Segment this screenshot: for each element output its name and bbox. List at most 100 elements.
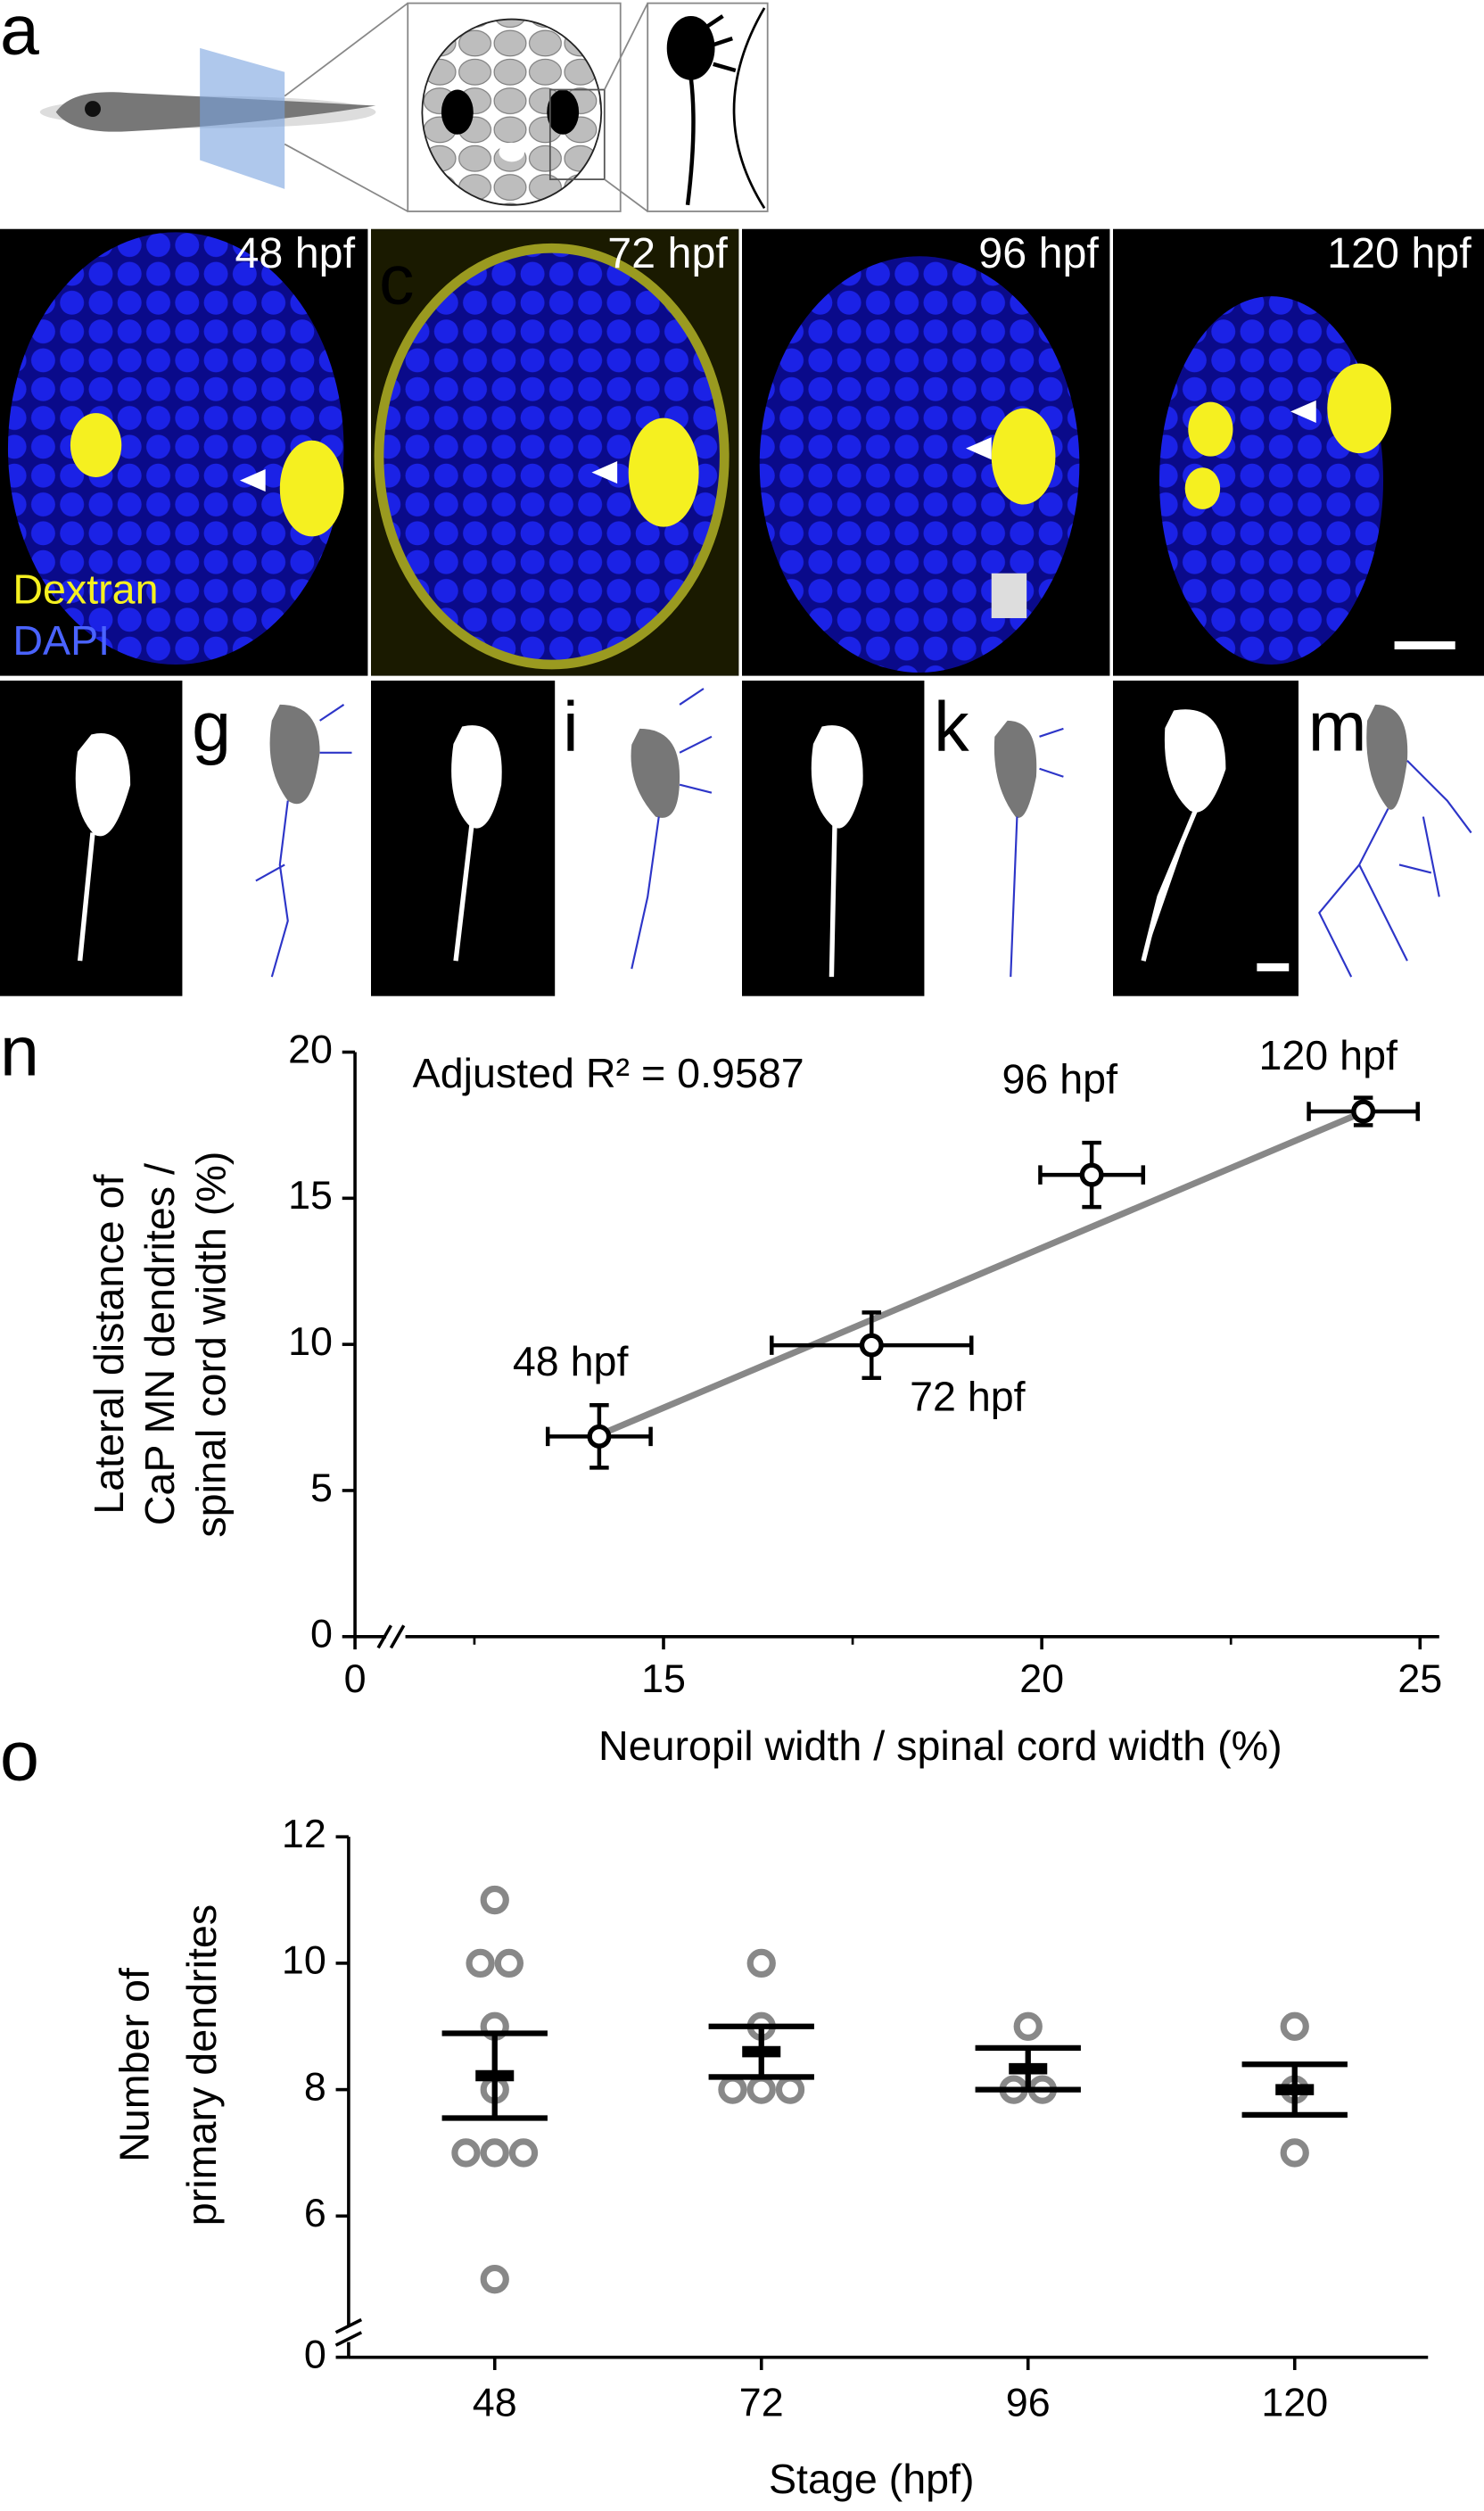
y-tick-label: 8	[304, 2063, 326, 2109]
dendrite-trace	[1010, 727, 1064, 978]
soma-trace	[993, 720, 1037, 818]
dot	[480, 2138, 509, 2168]
neurite	[685, 14, 737, 206]
stage-label: 96 hpf	[978, 229, 1099, 277]
arrowhead	[591, 461, 618, 484]
cell	[70, 413, 122, 477]
y-axis-label: primary dendrites	[178, 1904, 225, 2226]
soma-trace	[1366, 704, 1408, 810]
cord-section	[421, 18, 603, 206]
stain-label: DAPI	[12, 617, 110, 664]
schematic	[39, 2, 769, 212]
point-label: 72 hpf	[910, 1373, 1026, 1419]
point	[587, 1424, 612, 1449]
cord-edge	[732, 7, 766, 210]
dot	[1013, 2011, 1043, 2041]
sem-bar	[708, 2023, 814, 2080]
y-tick-label: 10	[288, 1318, 333, 1364]
x-axis-label: Stage (hpf)	[769, 2456, 975, 2502]
connector	[604, 178, 648, 212]
x-tick-label: 72	[739, 2379, 784, 2424]
dendrite-trace	[1318, 759, 1472, 978]
cell	[1141, 709, 1226, 962]
inset-box	[548, 88, 606, 180]
y-tick-label: 5	[310, 1465, 333, 1510]
y-axis-label: Lateral distance of	[86, 1173, 132, 1514]
y-axis-label: Number of	[111, 1967, 158, 2162]
cell	[1327, 363, 1391, 454]
y-axis-label: spinal cord width (%)	[188, 1152, 235, 1538]
soma-trace	[631, 728, 680, 818]
panel-label: l	[1119, 687, 1135, 765]
axis-break	[389, 1624, 406, 1649]
arrowhead	[966, 437, 992, 460]
y-tick-label: 10	[282, 1937, 326, 1983]
canal	[499, 142, 525, 162]
y-tick-label: 0	[304, 2331, 326, 2376]
sem-bar	[975, 2044, 1081, 2093]
connector	[284, 2, 408, 97]
fish-eye	[85, 101, 101, 118]
zoom-box	[407, 2, 622, 212]
dot	[746, 1948, 776, 1978]
panel-label: k	[934, 687, 969, 765]
sem-bar	[1241, 2061, 1348, 2119]
cell	[991, 573, 1027, 618]
point	[1351, 1099, 1376, 1124]
x-tick-label: 20	[1019, 1656, 1064, 1701]
dendrite-trace	[631, 688, 713, 970]
point-label: 96 hpf	[1002, 1055, 1118, 1102]
panel-label: m	[1308, 687, 1367, 765]
nuclei	[759, 256, 1080, 673]
x-tick-label: 0	[344, 1656, 367, 1701]
cell	[1184, 467, 1221, 509]
dot	[1280, 2011, 1309, 2041]
stain-label: Dextran	[12, 566, 158, 613]
stage-label: 72 hpf	[607, 229, 728, 277]
y-tick-label: 20	[288, 1026, 333, 1071]
connector	[603, 3, 649, 90]
dot	[1280, 2138, 1309, 2168]
panel-label: b	[8, 240, 47, 318]
axis-break	[334, 2331, 363, 2347]
point-label: 48 hpf	[513, 1338, 630, 1384]
panel-label: n	[0, 1012, 39, 1091]
trace-bg	[557, 680, 739, 996]
point	[859, 1333, 884, 1358]
neuron	[666, 15, 715, 80]
sem-bar	[441, 2030, 548, 2121]
y-tick-label: 0	[310, 1611, 333, 1656]
cell-row	[0, 680, 1484, 996]
arrowhead	[239, 469, 266, 492]
cell	[628, 417, 699, 527]
dot	[508, 2138, 539, 2168]
panel-label: d	[752, 240, 791, 318]
cell	[75, 733, 131, 962]
dot	[466, 1948, 495, 1978]
point	[1079, 1162, 1104, 1187]
nuclei	[1159, 296, 1384, 665]
dot	[480, 2265, 509, 2294]
nuclei	[374, 243, 730, 670]
panel-label: a	[0, 0, 39, 69]
cell	[991, 408, 1056, 505]
section-plane	[200, 47, 285, 189]
point-label: 120 hpf	[1258, 1032, 1398, 1078]
y-tick-label: 12	[282, 1811, 326, 1856]
neuron	[547, 89, 580, 135]
fit-line	[598, 1109, 1365, 1439]
cell	[1188, 401, 1233, 457]
connector	[284, 143, 408, 212]
cell	[451, 725, 502, 962]
dot	[746, 2075, 776, 2104]
x-tick-label: 96	[1006, 2379, 1051, 2424]
x-tick-label: 48	[473, 2379, 517, 2424]
confocal-row	[0, 228, 1484, 676]
panel-label: f	[8, 687, 29, 765]
panel-label: i	[563, 687, 579, 765]
x-axis-label: Neuropil width / spinal cord width (%)	[598, 1722, 1282, 1769]
y-axis-label: CaP MN dendrites /	[136, 1163, 183, 1525]
cell	[279, 440, 344, 537]
axis-break	[376, 1624, 392, 1649]
